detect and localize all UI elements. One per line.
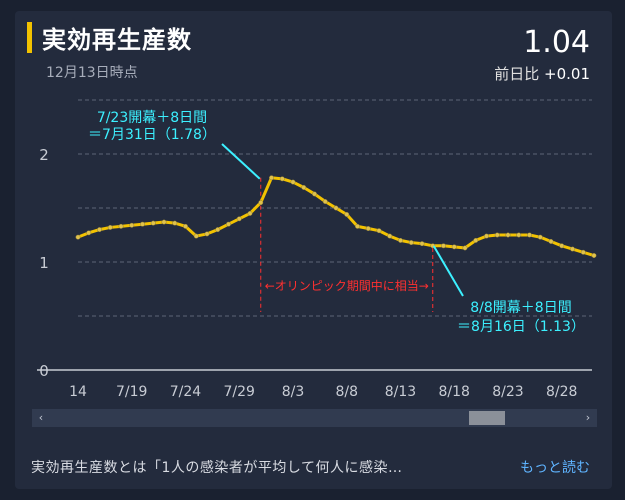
data-point: [484, 233, 489, 239]
x-tick-label: 8/23: [492, 384, 523, 400]
olympic-period-label: ←オリンピック期間中に相当→: [265, 278, 429, 293]
data-point: [344, 212, 350, 217]
x-tick-label: 8/8: [335, 384, 358, 400]
data-point: [258, 200, 264, 206]
data-point: [312, 191, 317, 197]
card: 実効再生産数 12月13日時点 1.04 前日比 +0.01 ‹ › 実効再生産…: [15, 11, 612, 489]
y-tick-label: 0: [39, 362, 49, 380]
data-point: [269, 175, 274, 181]
x-tick-label: 7/24: [170, 384, 202, 400]
data-point: [473, 237, 479, 243]
chart-scrollbar[interactable]: ‹ ›: [32, 409, 597, 427]
data-point: [129, 222, 135, 228]
read-more-link[interactable]: もっと読む: [520, 460, 590, 476]
current-value: 1.04: [523, 25, 590, 60]
data-point: [140, 221, 145, 227]
data-point: [505, 232, 511, 238]
data-point: [150, 220, 156, 226]
data-point: [301, 185, 307, 190]
data-point: [398, 237, 403, 243]
data-point: [365, 226, 371, 231]
low-annotation-line2: ＝8月16日（1.13）: [457, 319, 585, 335]
peak-annotation-leader: [221, 143, 261, 180]
low-annotation-leader: [432, 245, 464, 297]
data-point: [183, 223, 188, 229]
data-point: [462, 245, 468, 251]
data-point: [290, 179, 296, 185]
data-point: [494, 232, 500, 238]
scroll-thumb[interactable]: [469, 411, 505, 425]
data-point: [215, 227, 221, 233]
y-tick-label: 1: [39, 254, 49, 272]
x-tick-label: 8/13: [385, 384, 416, 400]
data-point: [226, 221, 231, 227]
data-point: [570, 246, 575, 252]
description-text: 実効再生産数とは「1人の感染者が平均して何人に感染…: [31, 460, 403, 476]
y-tick-label: 2: [39, 146, 49, 164]
x-tick-label: 8/28: [546, 384, 577, 400]
data-point: [527, 232, 532, 238]
data-point: [451, 244, 457, 250]
data-point: [559, 243, 565, 249]
data-point: [97, 227, 102, 233]
as-of-date: 12月13日時点: [46, 65, 138, 81]
x-tick-label: 8/18: [439, 384, 470, 400]
day-change: 前日比 +0.01: [494, 63, 590, 84]
data-point: [333, 205, 339, 211]
scroll-left-icon[interactable]: ‹: [38, 411, 44, 424]
data-point: [204, 231, 210, 237]
title-accent-bar: [27, 22, 32, 53]
peak-annotation-line2: ＝7月31日（1.78）: [88, 127, 216, 143]
data-point: [86, 230, 92, 236]
data-point: [172, 220, 178, 226]
x-tick-label: 7/29: [224, 384, 255, 400]
page-title: 実効再生産数: [42, 26, 192, 54]
day-change-value: +0.01: [544, 65, 590, 83]
data-point: [355, 223, 360, 229]
data-point: [161, 219, 167, 225]
data-point: [118, 223, 124, 229]
rt-series-line: [77, 176, 595, 257]
x-tick-label: 7/19: [116, 384, 147, 400]
data-point: [247, 210, 253, 216]
data-point: [419, 241, 425, 247]
data-point: [193, 233, 199, 239]
data-point: [236, 216, 242, 222]
data-point: [322, 199, 328, 204]
data-point: [548, 239, 554, 244]
data-point: [580, 249, 586, 255]
data-point: [376, 228, 382, 234]
data-point: [591, 253, 597, 258]
day-change-label: 前日比: [494, 65, 540, 83]
data-point: [408, 240, 414, 246]
data-point: [537, 234, 543, 240]
low-annotation-line1: 8/8開幕＋8日間: [470, 300, 571, 316]
data-point: [107, 224, 113, 230]
data-point: [516, 232, 522, 238]
data-point: [387, 233, 393, 239]
data-point: [279, 176, 285, 182]
data-point: [75, 234, 81, 240]
data-point: [441, 243, 446, 249]
x-tick-label: 14: [69, 384, 87, 400]
peak-annotation-line1: 7/23開幕＋8日間: [97, 110, 207, 126]
scroll-right-icon[interactable]: ›: [585, 411, 591, 424]
x-tick-label: 8/3: [282, 384, 305, 400]
